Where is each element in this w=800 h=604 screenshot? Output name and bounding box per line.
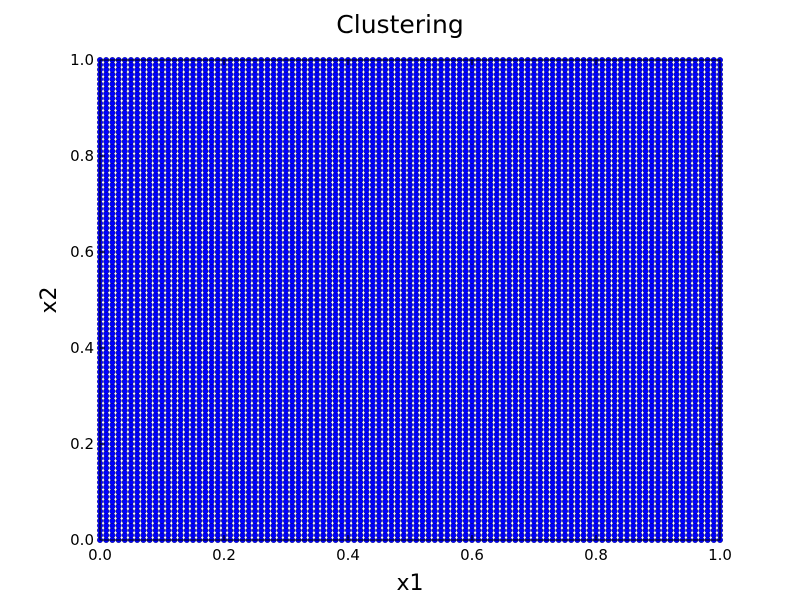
scatter-points — [96, 56, 724, 544]
chart-title: Clustering — [336, 10, 463, 39]
x-axis-label: x1 — [396, 571, 423, 596]
y-axis-label: x2 — [37, 286, 62, 313]
